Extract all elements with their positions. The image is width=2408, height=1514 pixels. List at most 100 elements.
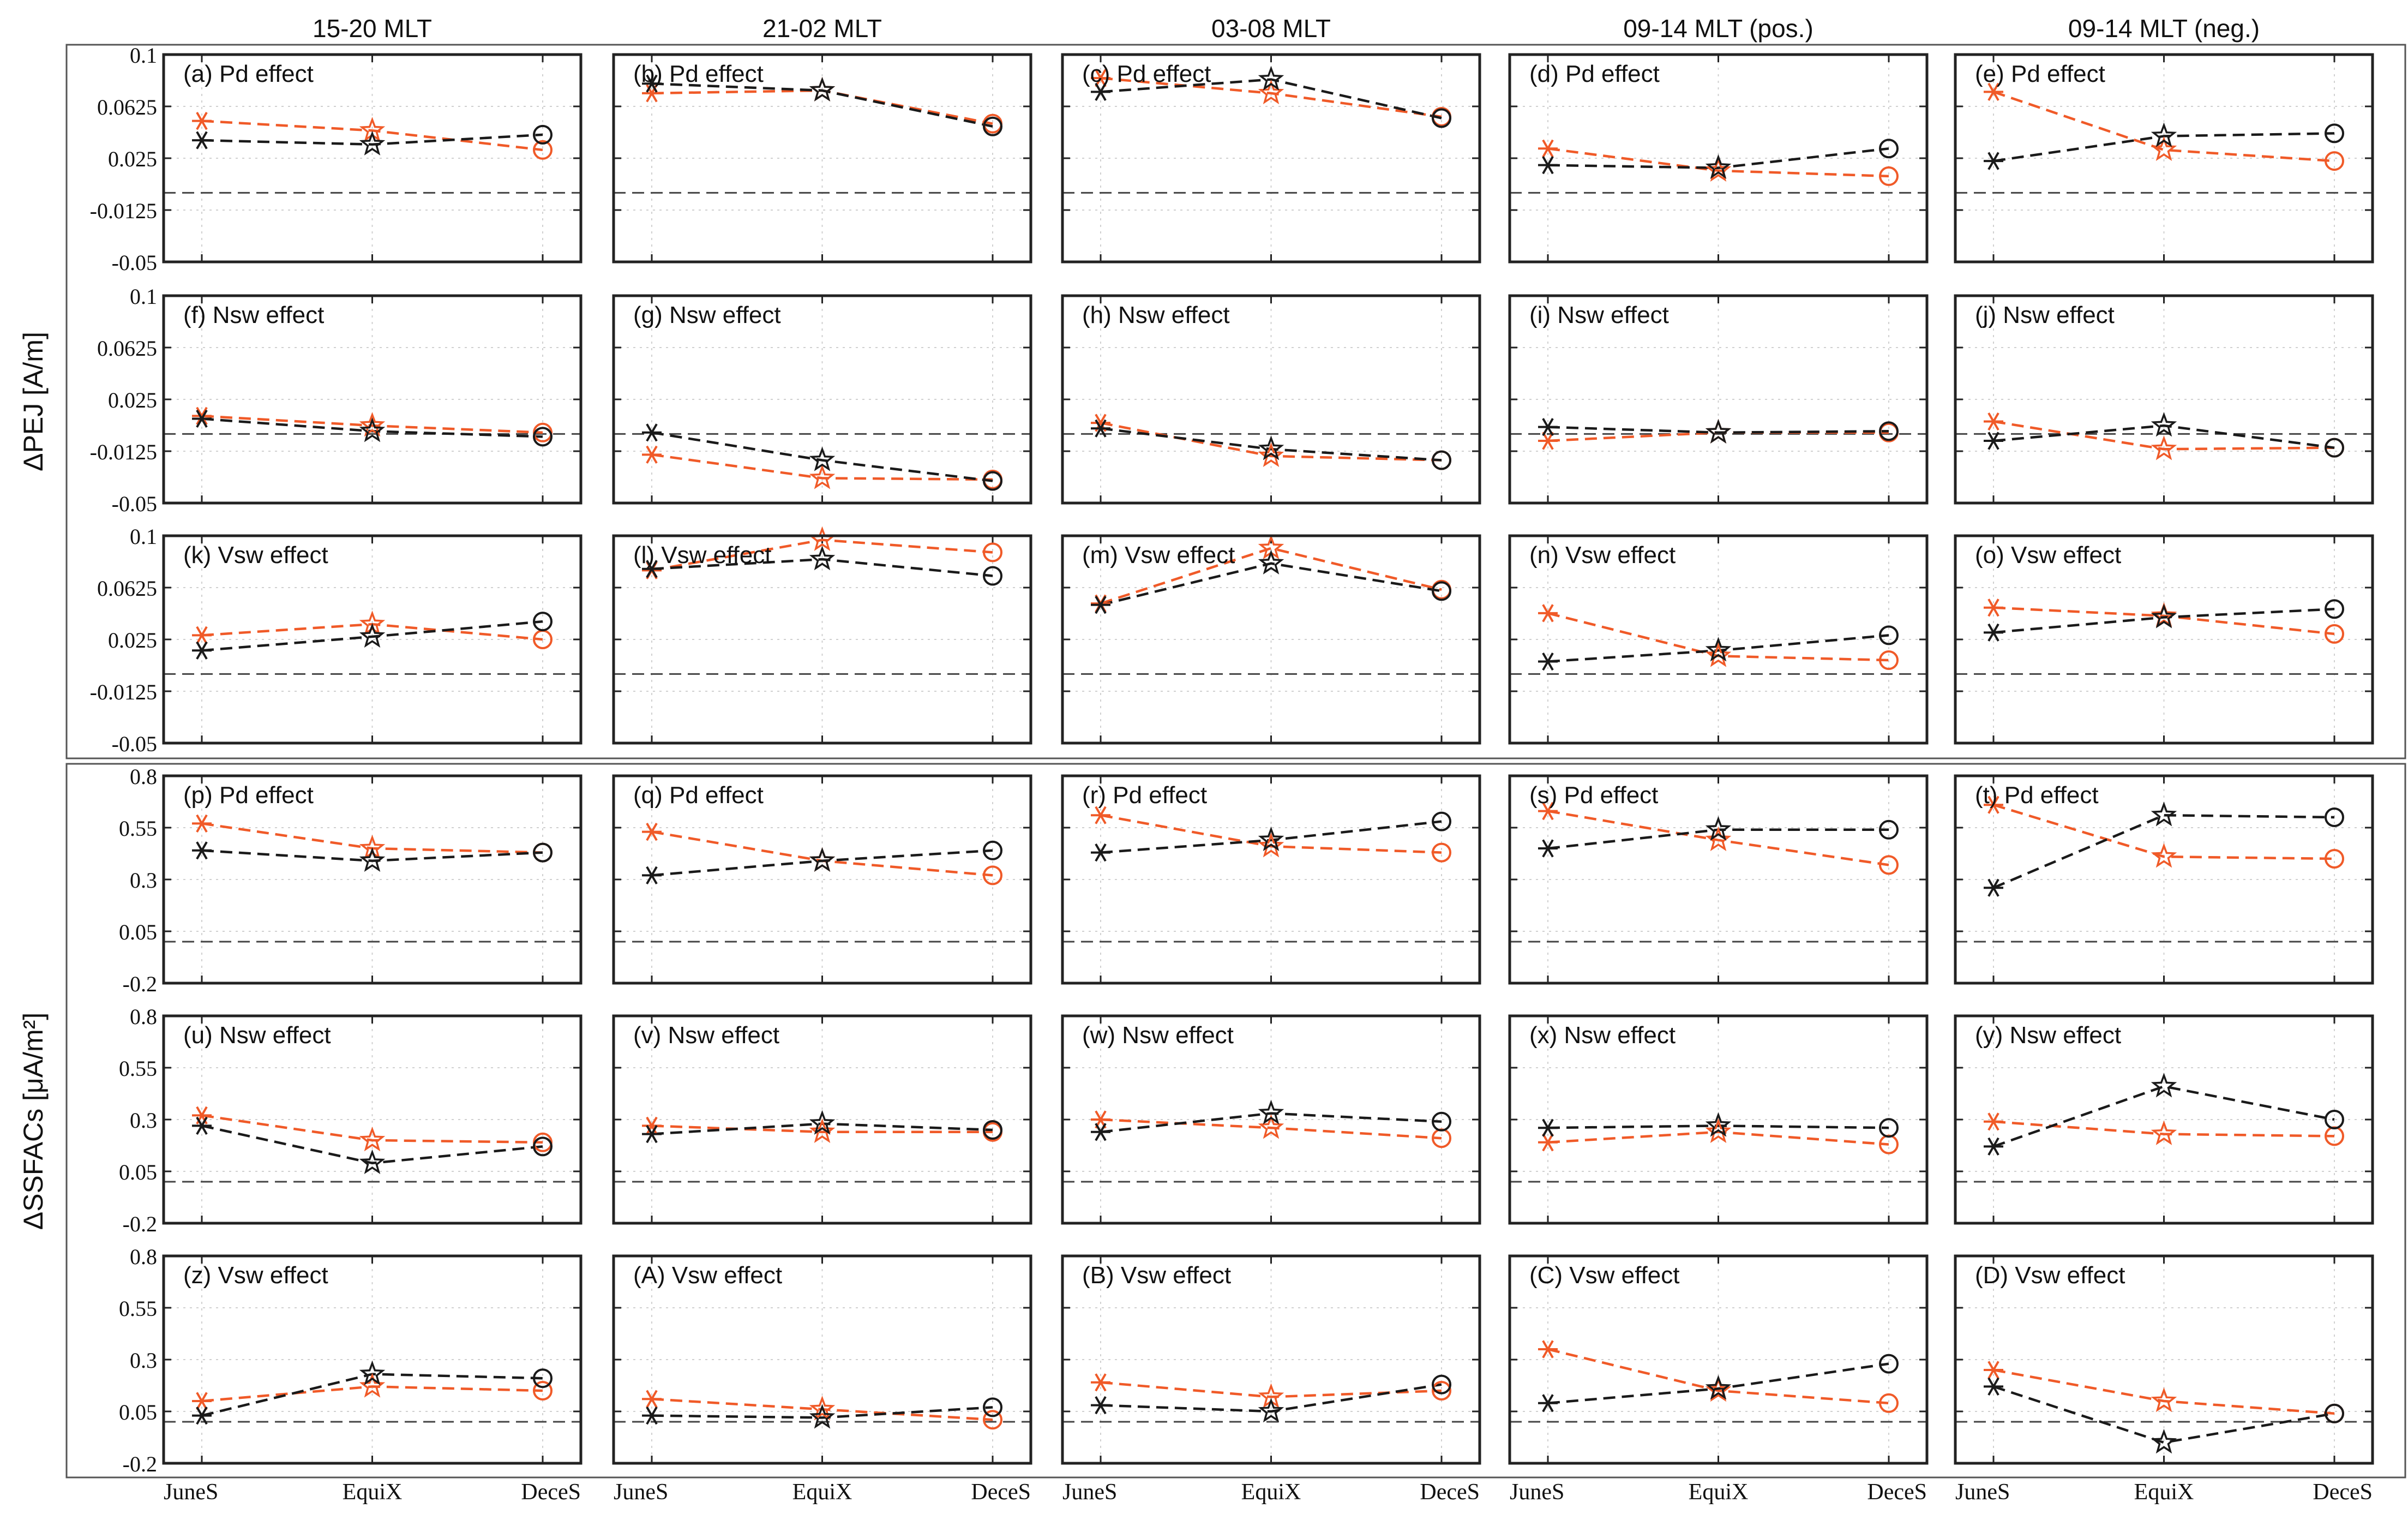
marker-deces-orange bbox=[1879, 166, 1899, 186]
marker-deces-black bbox=[983, 1397, 1002, 1417]
marker-junes-black bbox=[1091, 1123, 1110, 1141]
panel-frame bbox=[612, 534, 1032, 745]
panel-frame bbox=[162, 1014, 583, 1225]
marker-junes-orange bbox=[1538, 432, 1558, 450]
panel-frame bbox=[1954, 774, 2374, 985]
y-tick-label: 0.0625 bbox=[97, 336, 157, 361]
marker-equix-black bbox=[1705, 637, 1732, 662]
panel: 0.1 0.0625 0.025 -0.0125 -0.05 (a) Pd effect bbox=[90, 43, 583, 275]
marker-equix-orange bbox=[2151, 602, 2177, 627]
column-title: 09-14 MLT (neg.) bbox=[2068, 14, 2260, 43]
panel-frame bbox=[1061, 294, 1481, 505]
marker-junes-black bbox=[1538, 652, 1558, 671]
series-line-orange bbox=[651, 453, 993, 481]
marker-equix-black bbox=[2151, 801, 2177, 827]
marker-junes-orange bbox=[1984, 599, 2003, 617]
panel: (l) Vsw effect bbox=[612, 526, 1032, 745]
panel-frame bbox=[1061, 534, 1481, 745]
series-line-orange bbox=[1993, 91, 2335, 163]
series-line-orange bbox=[201, 1114, 543, 1144]
series-line-black bbox=[651, 1406, 993, 1419]
x-tick-label: EquiX bbox=[792, 1480, 852, 1505]
marker-deces-black bbox=[1879, 1354, 1899, 1374]
marker-junes-black bbox=[1984, 432, 2003, 450]
series-line-orange bbox=[201, 1385, 543, 1403]
y-tick-label: 0.0625 bbox=[97, 95, 157, 119]
marker-deces-black bbox=[2325, 1403, 2344, 1423]
panel: (y) Nsw effect bbox=[1954, 1014, 2374, 1225]
marker-equix-black bbox=[359, 1360, 386, 1385]
marker-junes-black bbox=[192, 641, 212, 660]
marker-equix-orange bbox=[809, 1396, 836, 1421]
marker-junes-orange bbox=[1538, 802, 1558, 821]
x-tick-label: EquiX bbox=[2134, 1480, 2194, 1505]
marker-deces-orange bbox=[983, 865, 1002, 885]
marker-equix-black bbox=[809, 1110, 836, 1135]
marker-equix-orange bbox=[2151, 1120, 2177, 1145]
x-tick-label: EquiX bbox=[1689, 1480, 1749, 1505]
marker-deces-orange bbox=[1879, 650, 1899, 670]
marker-junes-orange bbox=[1984, 82, 2003, 101]
marker-junes-black bbox=[192, 1407, 212, 1425]
marker-junes-orange bbox=[1984, 795, 2003, 814]
marker-deces-black bbox=[2325, 807, 2344, 827]
panel-frame bbox=[1508, 1014, 1929, 1225]
y-tick-label: -0.2 bbox=[123, 972, 157, 996]
panel-label: (k) Vsw effect bbox=[183, 542, 328, 569]
marker-equix-black bbox=[1258, 549, 1284, 575]
y-tick-label: 0.1 bbox=[130, 284, 157, 309]
y-tick-label: 0.025 bbox=[108, 628, 157, 653]
panel-label: (B) Vsw effect bbox=[1082, 1262, 1231, 1289]
series-line-orange bbox=[1993, 420, 2335, 451]
marker-deces-orange bbox=[2325, 849, 2344, 869]
series-line-orange bbox=[1100, 813, 1442, 854]
x-tick-label: JuneS bbox=[164, 1480, 218, 1505]
marker-deces-orange bbox=[1432, 1381, 1451, 1401]
x-tick-label: DeceS bbox=[971, 1480, 1031, 1505]
y-tick-label: 0.8 bbox=[130, 1244, 157, 1269]
marker-equix-black bbox=[359, 130, 386, 155]
marker-equix-black bbox=[809, 1404, 836, 1429]
column-title: 15-20 MLT bbox=[313, 14, 432, 43]
panel-frame bbox=[162, 294, 583, 505]
x-tick-label: JuneS bbox=[1510, 1480, 1564, 1505]
y-tick-label: 0.3 bbox=[130, 1348, 157, 1373]
series-line-orange bbox=[1547, 1348, 1889, 1405]
marker-deces-black bbox=[533, 1136, 553, 1157]
series-line-orange bbox=[1100, 1118, 1442, 1140]
y-tick-label: -0.0125 bbox=[90, 440, 157, 464]
series-line-orange bbox=[651, 538, 993, 572]
panel: (x) Nsw effect bbox=[1508, 1014, 1929, 1225]
marker-equix-orange bbox=[359, 1126, 386, 1152]
x-tick-label: EquiX bbox=[343, 1480, 403, 1505]
panel-frame bbox=[1954, 1014, 2374, 1225]
panel-frame bbox=[612, 1014, 1032, 1225]
series-line-black bbox=[201, 133, 543, 146]
series-line-black bbox=[201, 849, 543, 863]
panel-label: (C) Vsw effect bbox=[1529, 1262, 1679, 1289]
marker-equix-black bbox=[1258, 826, 1284, 852]
series-line-black bbox=[1100, 1112, 1442, 1134]
y-tick-label: 0.3 bbox=[130, 1108, 157, 1133]
marker-deces-black bbox=[2325, 438, 2344, 458]
marker-deces-orange bbox=[2325, 624, 2344, 644]
marker-equix-orange bbox=[1705, 826, 1732, 852]
series-line-black bbox=[1993, 132, 2335, 163]
marker-deces-black bbox=[2325, 123, 2344, 143]
marker-equix-black bbox=[2151, 1073, 2177, 1098]
marker-equix-orange bbox=[809, 1118, 836, 1144]
marker-equix-orange bbox=[2151, 435, 2177, 460]
series-line-black bbox=[651, 849, 993, 877]
series-line-orange bbox=[1547, 810, 1889, 866]
series-line-black bbox=[1100, 562, 1442, 606]
marker-deces-black bbox=[983, 1120, 1002, 1140]
series-line-orange bbox=[1993, 1368, 2335, 1415]
marker-equix-orange bbox=[1705, 1118, 1732, 1144]
panel-label: (x) Nsw effect bbox=[1529, 1022, 1676, 1049]
marker-equix-black bbox=[809, 76, 836, 102]
panel-label: (A) Vsw effect bbox=[633, 1262, 782, 1289]
panel-frame bbox=[1061, 1254, 1481, 1465]
marker-junes-black bbox=[192, 1116, 212, 1135]
marker-deces-black bbox=[983, 840, 1002, 860]
y-tick-label: 0.3 bbox=[130, 868, 157, 893]
